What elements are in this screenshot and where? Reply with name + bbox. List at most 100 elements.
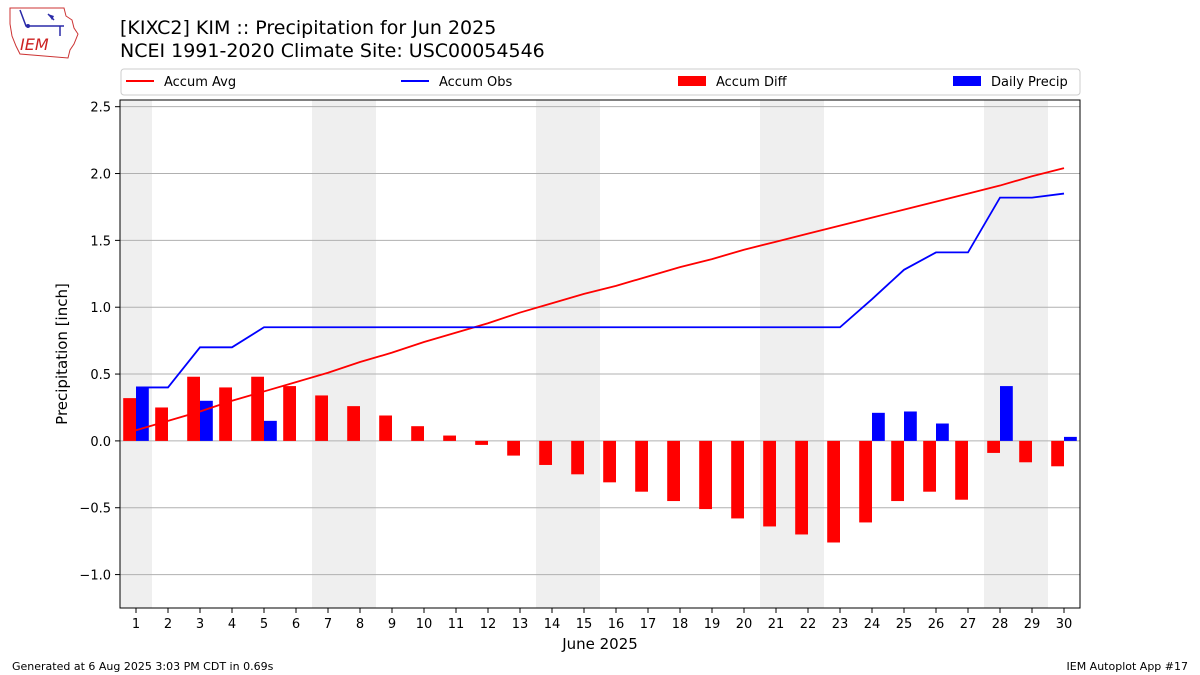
accum-diff-bar	[923, 440, 936, 492]
x-tick-label: 24	[864, 617, 881, 632]
y-tick-label: −1.0	[79, 569, 111, 584]
accum-obs-line	[136, 192, 1065, 389]
x-tick-label: 1	[132, 617, 140, 632]
accum-diff-bar	[987, 440, 1000, 453]
daily-precip-bar	[872, 412, 885, 441]
accum-diff-bar	[795, 440, 808, 535]
weekend-shade-15	[568, 100, 600, 608]
accum-diff-bar	[443, 435, 456, 441]
x-tick-label: 21	[768, 617, 785, 632]
legend-label-daily-precip: Daily Precip	[991, 75, 1068, 90]
weekend-shade-21	[760, 100, 792, 608]
weekend-shade-8	[344, 100, 376, 608]
accum-diff-bar	[699, 440, 712, 510]
legend-label-accum-diff: Accum Diff	[716, 75, 788, 90]
y-tick-label: −0.5	[79, 502, 111, 517]
x-tick-label: 25	[896, 617, 913, 632]
accum-diff-bar	[475, 440, 488, 445]
daily-precip-bar	[200, 400, 213, 441]
weekend-shade-28	[984, 100, 1016, 608]
x-tick-label: 11	[448, 617, 465, 632]
x-tick-label: 28	[992, 617, 1009, 632]
x-tick-label: 14	[544, 617, 561, 632]
x-tick-label: 16	[608, 617, 625, 632]
x-tick-label: 26	[928, 617, 945, 632]
accum-diff-bar	[283, 386, 296, 441]
x-tick-label: 23	[832, 617, 849, 632]
y-tick-label: 0.0	[90, 435, 111, 450]
x-tick-label: 30	[1056, 617, 1073, 632]
x-tick-label: 19	[704, 617, 721, 632]
accum-diff-bar	[507, 440, 520, 456]
accum-diff-bar	[571, 440, 584, 475]
logo-text: IEM	[20, 35, 49, 54]
y-tick-label: 1.5	[90, 234, 111, 249]
daily-precip-bar	[936, 423, 949, 441]
y-tick-label: 2.0	[90, 168, 111, 183]
footer-app: IEM Autoplot App #17	[1066, 660, 1189, 673]
iem-logo: IEM	[9, 7, 79, 59]
x-axis-label: June 2025	[561, 635, 638, 653]
accum-diff-bar	[379, 415, 392, 441]
weekend-shade-14	[536, 100, 568, 608]
x-tick-label: 7	[324, 617, 332, 632]
legend-label-accum-obs: Accum Obs	[439, 75, 512, 90]
x-tick-label: 8	[356, 617, 364, 632]
daily-precip-bar	[136, 387, 149, 441]
plot-frame	[119, 99, 1081, 609]
accum-diff-bar	[955, 440, 968, 500]
accum-diff-bar	[635, 440, 648, 492]
x-tick-label: 4	[228, 617, 236, 632]
accum-diff-bar	[411, 426, 424, 441]
legend: Accum Avg Accum Obs Accum Diff Daily Precip	[120, 68, 1081, 96]
accum-diff-bar	[187, 376, 200, 441]
weekend-shade-29	[1016, 100, 1048, 608]
x-tick-label: 5	[260, 617, 268, 632]
x-tick-label: 15	[576, 617, 593, 632]
accum-diff-bar	[1019, 440, 1032, 463]
weekend-shade-7	[312, 100, 344, 608]
accum-diff-bar	[827, 440, 840, 543]
legend-frame	[120, 68, 1081, 96]
daily-precip-bar	[264, 420, 277, 441]
daily-precip-bar	[1000, 386, 1013, 441]
footer-generated: Generated at 6 Aug 2025 3:03 PM CDT in 0…	[12, 660, 274, 673]
accum-diff-bar	[1051, 440, 1064, 467]
accum-diff-bar	[763, 440, 776, 527]
x-tick-label: 20	[736, 617, 753, 632]
x-tick-label: 17	[640, 617, 657, 632]
daily-precip-bar	[1064, 436, 1077, 441]
accum-diff-bar	[539, 440, 552, 465]
x-tick-label: 2	[164, 617, 172, 632]
x-tick-label: 12	[480, 617, 497, 632]
legend-label-accum-avg: Accum Avg	[164, 75, 236, 90]
accum-diff-bar	[731, 440, 744, 519]
accum-diff-bar	[667, 440, 680, 502]
x-tick-label: 6	[292, 617, 300, 632]
accum-diff-bar	[315, 395, 328, 441]
x-tick-label: 9	[388, 617, 396, 632]
weekend-shade-1	[120, 100, 152, 608]
accum-avg-line	[135, 167, 1065, 432]
x-tick-label: 13	[512, 617, 529, 632]
accum-diff-bar	[123, 398, 136, 441]
y-axis-label: Precipitation [inch]	[53, 283, 71, 425]
accum-diff-bar	[251, 376, 264, 441]
accum-diff-bar	[891, 440, 904, 502]
x-tick-label: 22	[800, 617, 817, 632]
legend-swatch-daily-precip	[953, 76, 981, 86]
y-tick-label: 2.5	[90, 101, 111, 116]
accum-diff-bar	[155, 407, 168, 441]
y-tick-label: 1.0	[90, 301, 111, 316]
legend-swatch-accum-diff	[678, 76, 706, 86]
x-tick-label: 3	[196, 617, 204, 632]
chart-subtitle: NCEI 1991-2020 Climate Site: USC00054546	[120, 40, 545, 62]
accum-diff-bar	[603, 440, 616, 483]
y-tick-label: 0.5	[90, 368, 111, 383]
x-tick-label: 18	[672, 617, 689, 632]
accum-diff-bar	[859, 440, 872, 523]
accum-diff-bar	[347, 406, 360, 441]
chart-title: [KIXC2] KIM :: Precipitation for Jun 202…	[120, 17, 497, 39]
accum-diff-bar	[219, 387, 232, 441]
